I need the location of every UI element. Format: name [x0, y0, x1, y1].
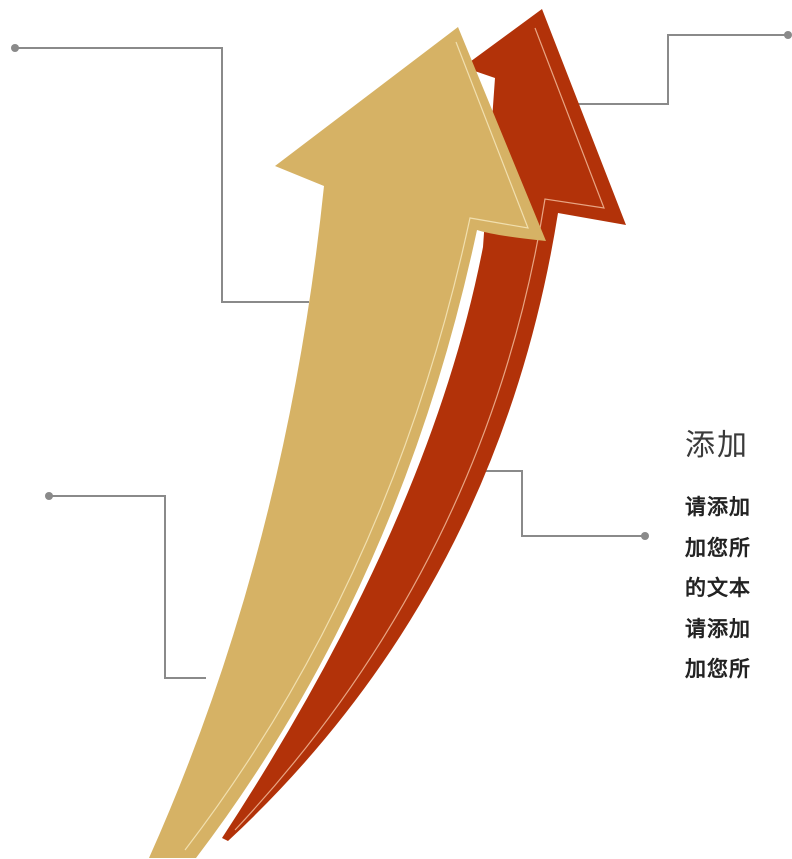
body-line: 请添加 — [685, 495, 751, 519]
dot-top-left — [11, 44, 19, 52]
connector-dots — [11, 31, 792, 540]
gold-arrow-body — [149, 27, 546, 858]
gold-arrow — [149, 27, 546, 858]
dot-top-right — [784, 31, 792, 39]
body-line: 加您所 — [685, 657, 751, 681]
red-arrow-highlight — [234, 27, 605, 831]
text-block-title: 添加 — [685, 428, 749, 463]
connector-bottom-left — [49, 495, 206, 679]
text-block: 添加 请添加 加您所 的文本 请添加 加您所 — [685, 425, 792, 690]
body-line: 加您所 — [685, 535, 751, 560]
body-line: 请添加 — [685, 616, 751, 641]
dot-bottom-left — [45, 492, 53, 500]
body-line: 的文本 — [685, 576, 751, 600]
connector-top-left — [15, 47, 309, 303]
gold-arrow-highlight — [184, 41, 529, 851]
connector-middle-right — [459, 470, 644, 537]
connector-top-right — [576, 34, 788, 105]
text-block-body: 请添加 加您所 的文本 请添加 加您所 — [685, 487, 792, 690]
dot-middle-right — [641, 532, 649, 540]
connectors — [15, 34, 788, 679]
